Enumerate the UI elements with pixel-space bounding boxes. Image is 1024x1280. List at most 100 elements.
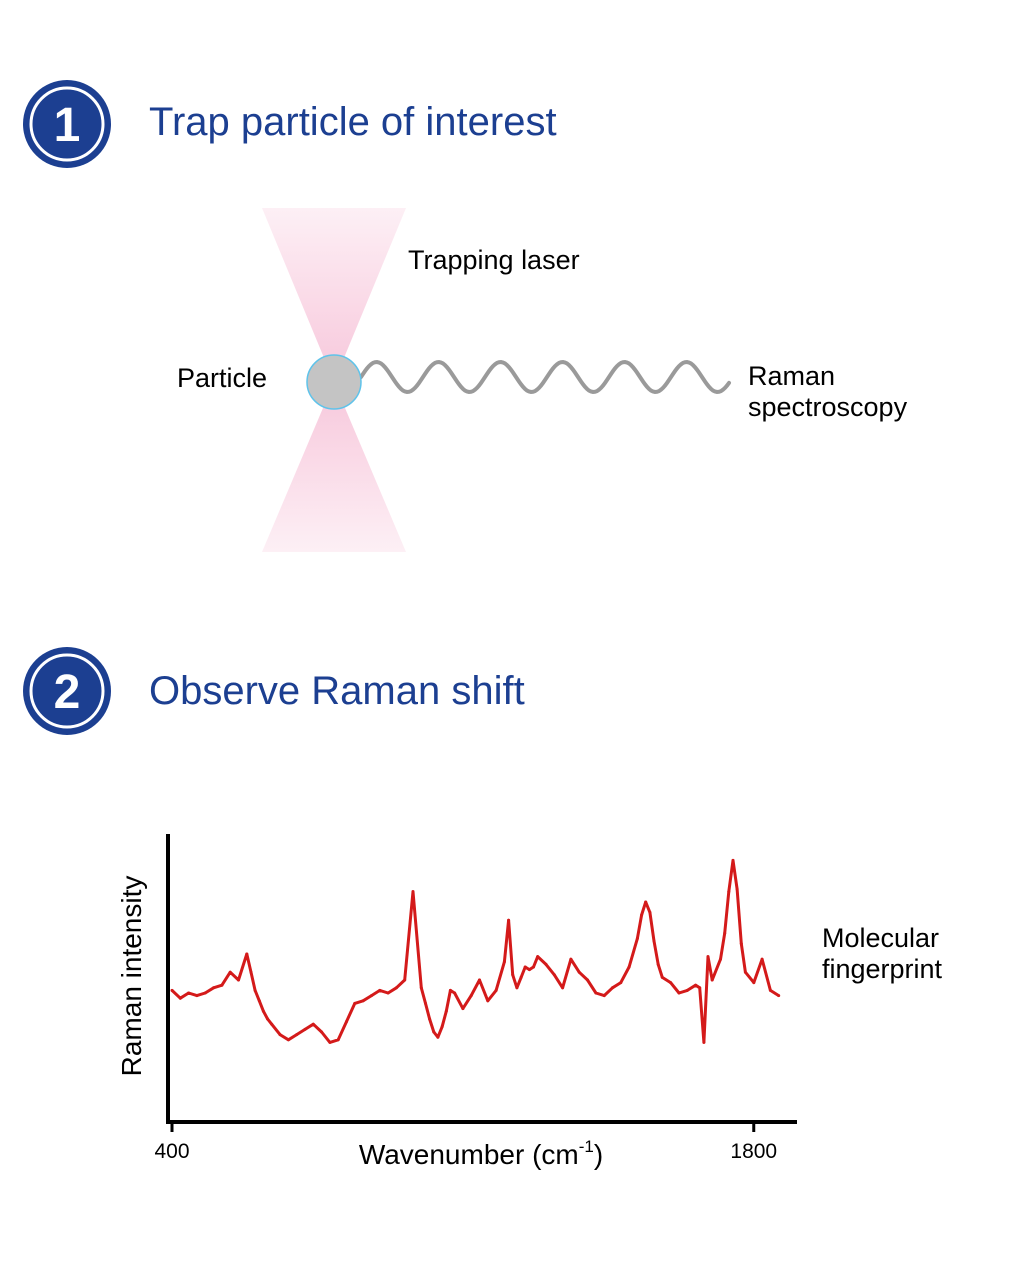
spectrum-point <box>320 1030 324 1034</box>
spectrum-point <box>303 1027 307 1031</box>
spectrum-point <box>436 1035 440 1039</box>
spectrum-point <box>345 1020 348 1024</box>
spectrum-point <box>370 994 373 998</box>
spectrum-point <box>702 1040 706 1044</box>
spectrum-point <box>378 988 382 992</box>
step-2-badge-ring <box>29 653 105 729</box>
spectrum-point <box>237 978 240 982</box>
spectrum-point <box>419 986 423 990</box>
spectrum-point <box>486 999 490 1003</box>
spectrum-point <box>768 988 772 992</box>
spectrum-point <box>552 973 556 977</box>
raman-spectrum-line <box>170 858 780 1044</box>
spectrum-point <box>760 957 764 961</box>
spectrum-point <box>777 994 781 998</box>
spectrum-point <box>212 986 216 990</box>
spectrum-point <box>577 970 581 974</box>
spectrum-point <box>336 1038 340 1042</box>
spectrum-point <box>594 991 598 995</box>
spectrum-point <box>245 952 249 956</box>
spectrum-point <box>731 858 735 862</box>
spectrum-point <box>669 981 673 985</box>
spectrum-point <box>743 970 747 974</box>
spectrum-point <box>270 1022 274 1026</box>
spectrum-point <box>266 1017 270 1021</box>
spectrum-point <box>187 991 191 995</box>
spectrum-point <box>644 900 648 904</box>
particle-label: Particle <box>177 363 268 393</box>
raman-spectrum-chart: 400 1800 Wavenumber (cm-1) Raman intensi… <box>116 834 797 1170</box>
spectrum-point <box>361 999 365 1003</box>
spectrum-point <box>735 887 739 891</box>
trapping-laser-label: Trapping laser <box>408 245 580 275</box>
step-1-title: Trap particle of interest <box>149 100 557 144</box>
spectrum-point <box>519 975 523 979</box>
spectrum-point <box>228 970 232 974</box>
spectrum-point <box>386 991 390 995</box>
spectrum-point <box>295 1033 299 1037</box>
spectrum-point <box>694 983 698 987</box>
raman-scatter-wave <box>359 359 731 395</box>
spectrum-point <box>602 994 606 998</box>
spectrum-point <box>311 1022 315 1026</box>
spectrum-point <box>698 986 702 990</box>
spectrum-point <box>527 968 531 972</box>
spectrum-point <box>328 1040 332 1044</box>
x-axis-label: Wavenumber (cm-1) <box>359 1137 603 1170</box>
x-tick-label-400: 400 <box>154 1140 189 1163</box>
spectrum-point <box>511 973 515 977</box>
spectrum-point <box>261 1009 265 1013</box>
spectrum-point <box>635 936 639 940</box>
spectrum-point <box>494 988 498 992</box>
raman-label-line2: spectroscopy <box>748 392 908 422</box>
spectrum-point <box>432 1030 436 1034</box>
spectrum-point <box>536 955 540 959</box>
spectrum-point <box>685 988 689 992</box>
x-axis-label-main: Wavenumber (cm <box>359 1139 579 1170</box>
step-2-badge-outer <box>23 647 111 735</box>
x-axis-label-close: ) <box>594 1139 603 1170</box>
step-1-badge: 1 <box>23 80 111 168</box>
spectrum-point <box>739 942 743 946</box>
spectrum-point <box>586 978 589 982</box>
spectrum-point <box>627 965 631 969</box>
spectrum-point <box>444 1009 448 1013</box>
spectrum-point <box>195 994 199 998</box>
spectrum-point <box>253 988 257 992</box>
y-axis-label: Raman intensity <box>116 876 147 1077</box>
raman-spectrum-points <box>170 858 781 1044</box>
spectrum-point <box>478 978 481 982</box>
spectrum-point <box>515 986 519 990</box>
spectrum-point <box>752 981 756 985</box>
spectrum-point <box>523 965 527 969</box>
spectrum-point <box>611 986 614 990</box>
trapped-particle <box>306 354 362 410</box>
step-1-number: 1 <box>54 99 81 152</box>
spectrum-point <box>220 983 224 987</box>
spectrum-point <box>353 1001 357 1005</box>
fingerprint-line2: fingerprint <box>822 954 943 984</box>
fingerprint-line1: Molecular <box>822 923 940 953</box>
trapping-laser-beam-bottom <box>262 382 406 552</box>
spectrum-point <box>257 999 261 1003</box>
spectrum-point <box>619 981 623 985</box>
raman-spectroscopy-label: Raman spectroscopy <box>748 361 907 423</box>
spectrum-point <box>569 957 573 961</box>
optical-trap-diagram <box>262 208 731 552</box>
spectrum-point <box>428 1017 432 1021</box>
spectrum-point <box>440 1025 444 1029</box>
spectrum-point <box>677 991 681 995</box>
spectrum-point <box>278 1033 282 1037</box>
spectrum-point <box>249 970 253 974</box>
trapping-laser-beam-top <box>262 208 406 382</box>
spectrum-point <box>640 913 644 917</box>
spectrum-point <box>706 955 710 959</box>
spectrum-point <box>286 1038 290 1042</box>
spectrum-point <box>648 910 652 914</box>
step-1-badge-ring <box>29 86 105 162</box>
spectrum-point <box>178 996 182 1000</box>
spectrum-point <box>394 986 398 990</box>
spectrum-point <box>448 988 452 992</box>
spectrum-point <box>461 1007 465 1011</box>
spectrum-point <box>469 994 473 998</box>
